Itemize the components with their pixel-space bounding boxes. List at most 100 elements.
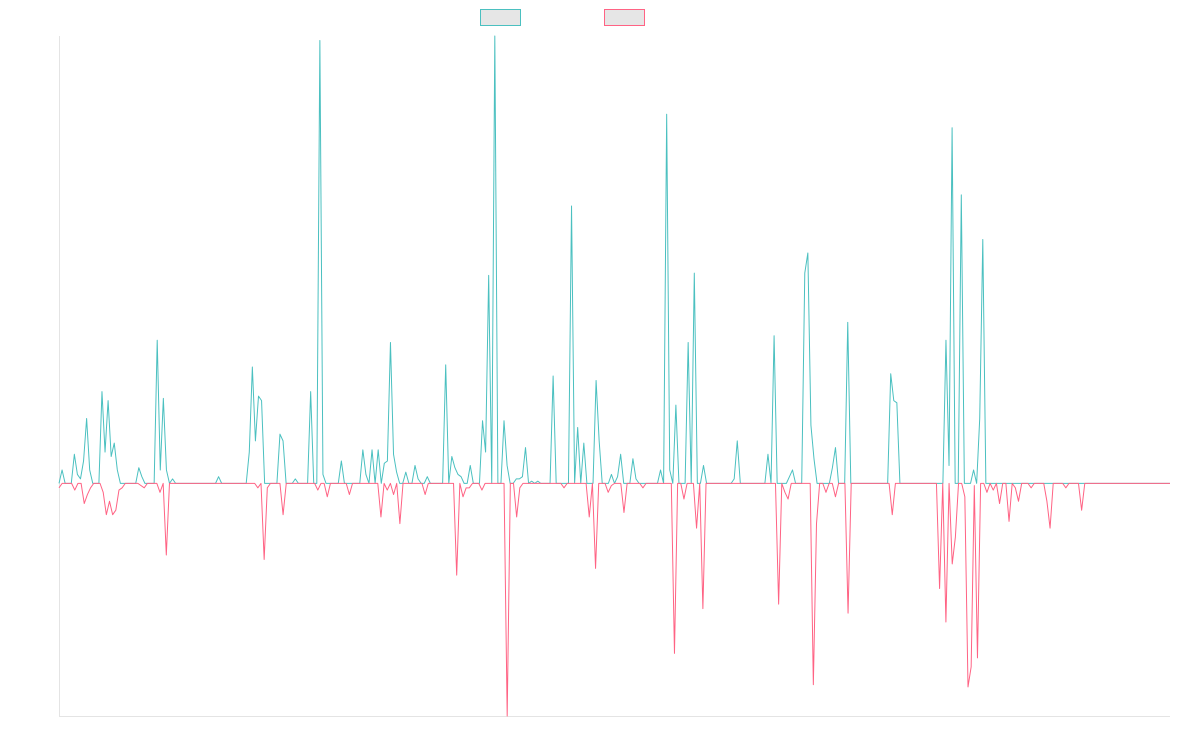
data-point <box>425 494 426 495</box>
data-point <box>384 463 385 464</box>
data-point <box>786 483 787 484</box>
data-point <box>264 559 265 560</box>
data-point <box>806 483 807 484</box>
data-point <box>595 380 596 381</box>
data-point <box>117 469 118 470</box>
data-point <box>358 483 359 484</box>
data-point <box>478 483 479 484</box>
data-point <box>77 483 78 484</box>
data-point <box>999 503 1000 504</box>
data-point <box>753 483 754 484</box>
data-point <box>484 483 485 484</box>
data-point <box>347 483 348 484</box>
data-point <box>955 483 956 484</box>
data-point <box>58 483 59 484</box>
data-point <box>447 483 448 484</box>
data-point <box>791 483 792 484</box>
data-point <box>128 483 129 484</box>
data-point <box>178 483 179 484</box>
data-point <box>491 483 492 484</box>
data-point <box>260 483 261 484</box>
data-point <box>563 487 564 488</box>
data-point <box>453 483 454 484</box>
data-point <box>718 483 719 484</box>
legend-item-2[interactable] <box>604 9 645 26</box>
data-point <box>371 449 372 450</box>
data-point <box>144 483 145 484</box>
data-point <box>319 40 320 41</box>
data-point <box>339 483 340 484</box>
data-point <box>1027 483 1028 484</box>
data-point <box>1018 501 1019 502</box>
legend-item-1[interactable] <box>480 9 521 26</box>
data-point <box>671 483 672 484</box>
data-point <box>1019 483 1020 484</box>
data-point <box>847 322 848 323</box>
data-point <box>1024 483 1025 484</box>
data-point <box>537 481 538 482</box>
data-point <box>431 483 432 484</box>
data-point <box>267 487 268 488</box>
data-point <box>765 483 766 484</box>
data-point <box>620 454 621 455</box>
data-point <box>108 400 109 401</box>
data-point <box>964 483 965 484</box>
data-point <box>565 483 566 484</box>
legend-swatch-1 <box>480 9 521 26</box>
data-point <box>608 483 609 484</box>
data-point <box>86 418 87 419</box>
data-point <box>421 483 422 484</box>
data-point <box>365 483 366 484</box>
data-point <box>1046 501 1047 502</box>
data-point <box>896 402 897 403</box>
data-point <box>952 563 953 564</box>
data-point <box>314 483 315 484</box>
data-point <box>825 492 826 493</box>
data-point <box>238 483 239 484</box>
data-point <box>279 483 280 484</box>
data-point <box>573 483 574 484</box>
data-point <box>1047 483 1048 484</box>
data-point <box>1169 483 1170 484</box>
data-point <box>601 483 602 484</box>
data-point <box>194 483 195 484</box>
data-point <box>1125 483 1126 484</box>
data-point <box>794 483 795 484</box>
data-point <box>454 467 455 468</box>
data-point <box>301 483 302 484</box>
data-point <box>84 503 85 504</box>
data-point <box>623 483 624 484</box>
data-point <box>273 483 274 484</box>
data-point <box>481 489 482 490</box>
data-point <box>166 469 167 470</box>
data-point <box>482 420 483 421</box>
data-point <box>494 35 495 36</box>
data-point <box>652 483 653 484</box>
data-point <box>680 483 681 484</box>
data-point <box>1150 483 1151 484</box>
data-point <box>772 483 773 484</box>
data-point <box>777 483 778 484</box>
data-point <box>847 613 848 614</box>
data-point <box>775 483 776 484</box>
data-point <box>876 483 877 484</box>
data-point <box>144 487 145 488</box>
data-point <box>807 252 808 253</box>
data-point <box>977 657 978 658</box>
data-point <box>80 478 81 479</box>
data-point <box>728 483 729 484</box>
series-line-1 <box>58 35 1170 484</box>
data-point <box>65 483 66 484</box>
data-point <box>911 483 912 484</box>
data-point <box>882 483 883 484</box>
legend[interactable] <box>480 9 645 26</box>
data-point <box>522 483 523 484</box>
data-point <box>784 492 785 493</box>
data-point <box>308 483 309 484</box>
data-point <box>743 483 744 484</box>
data-point <box>519 478 520 479</box>
data-point <box>958 483 959 484</box>
data-point <box>93 483 94 484</box>
data-point <box>642 487 643 488</box>
data-point <box>1021 483 1022 484</box>
